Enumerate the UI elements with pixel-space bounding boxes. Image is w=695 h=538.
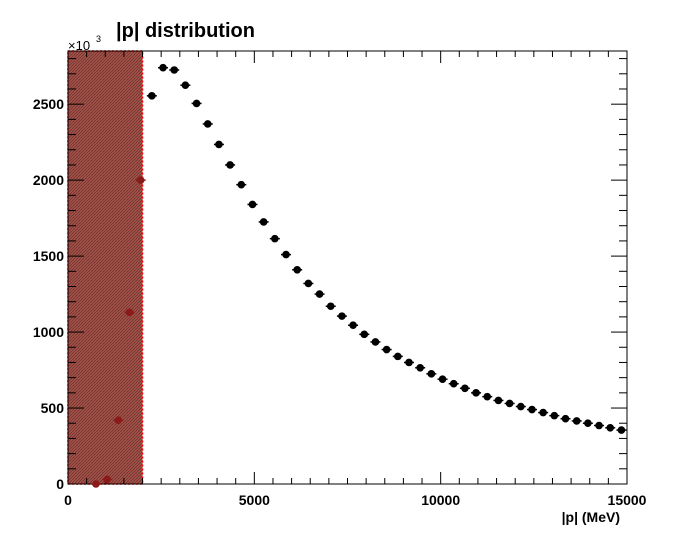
- data-point: [584, 419, 592, 428]
- data-point: [483, 392, 492, 401]
- data-point: [461, 384, 469, 393]
- x-tick-label: 10000: [421, 492, 460, 508]
- y-tick-label: 2000: [33, 172, 64, 188]
- data-point: [394, 352, 402, 361]
- data-point: [516, 402, 525, 411]
- data-point: [539, 408, 547, 417]
- y-tick-label: 0: [56, 476, 64, 492]
- data-point: [349, 321, 357, 330]
- x-tick-label: 0: [64, 492, 72, 508]
- data-point: [259, 218, 268, 226]
- data-point: [136, 176, 145, 184]
- data-point: [192, 99, 201, 108]
- data-point: [148, 92, 156, 100]
- chart-title: |p| distribution: [116, 20, 255, 42]
- data-point: [449, 379, 458, 388]
- data-point: [382, 345, 391, 354]
- data-point: [360, 330, 369, 339]
- y-tick-label: 1500: [33, 248, 64, 264]
- data-point: [405, 358, 413, 367]
- y-axis-multiplier: ×10: [68, 38, 90, 53]
- data-point: [338, 312, 346, 320]
- plot-frame: [67, 50, 628, 485]
- data-point: [572, 417, 581, 425]
- data-point: [427, 370, 436, 378]
- data-point: [505, 399, 514, 408]
- data-point: [203, 120, 212, 128]
- data-point: [114, 416, 123, 424]
- data-point: [271, 234, 279, 243]
- data-point: [293, 265, 301, 274]
- data-point: [550, 411, 559, 420]
- data-point: [472, 389, 480, 397]
- data-point: [528, 405, 536, 414]
- y-tick-label: 1000: [33, 324, 64, 340]
- data-point: [494, 396, 503, 405]
- data-point: [181, 81, 190, 89]
- data-point: [159, 63, 167, 72]
- data-point: [125, 308, 134, 317]
- data-point: [226, 161, 234, 169]
- data-point: [315, 290, 324, 298]
- shaded-region: [67, 50, 144, 485]
- title-box: [105, 14, 275, 44]
- data-point: [92, 480, 100, 488]
- data-point: [248, 200, 257, 209]
- x-tick-label: 5000: [239, 492, 270, 508]
- data-point: [438, 375, 447, 383]
- data-point: [170, 66, 179, 74]
- data-point: [416, 363, 424, 372]
- data-point: [595, 421, 603, 430]
- x-axis-title: |p| (MeV): [562, 509, 620, 525]
- y-tick-label: 500: [41, 400, 65, 416]
- data-point: [371, 338, 380, 346]
- y-axis-multiplier-exponent: 3: [96, 34, 101, 44]
- data-point: [103, 475, 111, 484]
- data-point: [606, 423, 615, 432]
- data-point: [215, 140, 223, 149]
- data-point: [617, 426, 626, 434]
- data-point: [304, 279, 313, 288]
- x-tick-label: 15000: [608, 492, 647, 508]
- data-point: [237, 180, 246, 189]
- data-point: [561, 414, 570, 423]
- data-point: [282, 250, 290, 259]
- data-point: [326, 302, 335, 311]
- y-tick-label: 2500: [33, 96, 64, 112]
